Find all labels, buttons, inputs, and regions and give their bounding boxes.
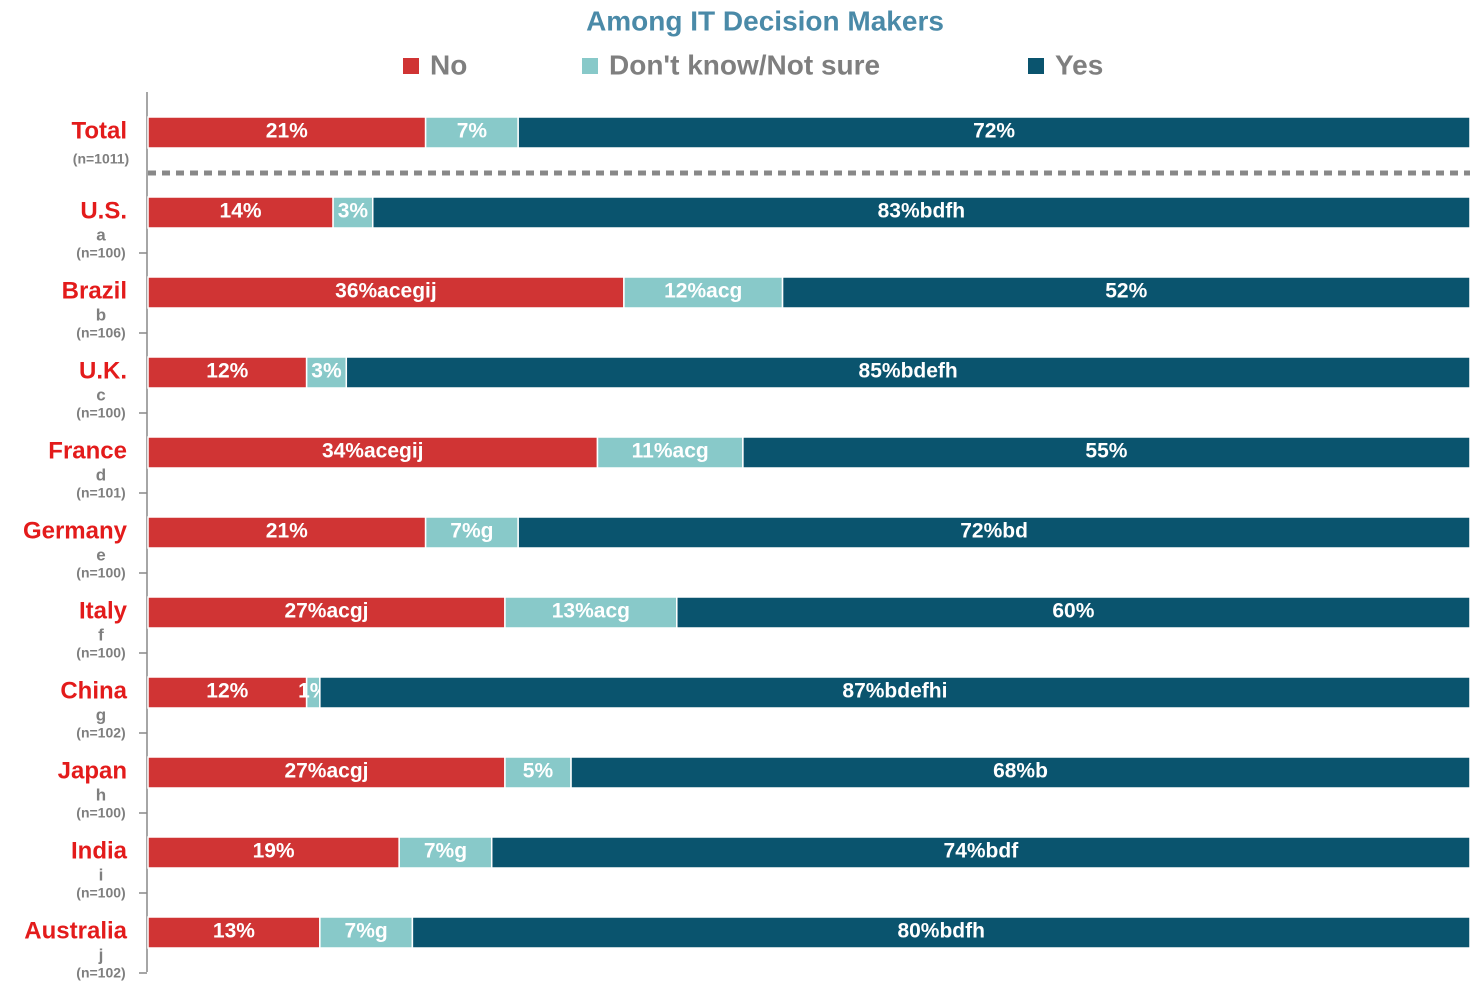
- category-label: U.K.: [79, 357, 127, 384]
- category-base: (n=102): [76, 725, 125, 741]
- value-label: 55%: [1085, 440, 1127, 463]
- bar-segment: [676, 596, 1470, 629]
- category-base: (n=100): [76, 245, 125, 261]
- value-label: 72%bd: [960, 520, 1028, 543]
- value-label: 85%bdefh: [859, 360, 958, 383]
- value-label: 13%: [213, 920, 255, 943]
- category-letter: f: [98, 625, 104, 644]
- category-base: (n=101): [76, 485, 125, 501]
- value-label: 27%acgj: [284, 760, 368, 783]
- bar-segment: [147, 836, 400, 869]
- bar-segment: [319, 676, 1470, 709]
- category-letter: d: [96, 465, 106, 484]
- category-base: (n=106): [76, 325, 125, 341]
- bar-segment: [398, 836, 493, 869]
- bar-segment: [504, 596, 678, 629]
- category-letter: g: [96, 705, 106, 724]
- value-label: 83%bdfh: [878, 200, 966, 223]
- value-label: 68%b: [993, 760, 1048, 783]
- category-label: Japan: [58, 757, 127, 784]
- category-label: Brazil: [62, 277, 127, 304]
- value-label: 74%bdf: [944, 840, 1020, 863]
- value-label: 19%: [253, 840, 295, 863]
- value-label: 7%g: [450, 520, 493, 543]
- category-base: (n=100): [76, 805, 125, 821]
- category-letter: b: [96, 305, 106, 324]
- bar-segment: [345, 356, 1470, 389]
- category-base: (n=1011): [73, 151, 129, 167]
- bar-segment: [490, 836, 1470, 869]
- bar-segment: [781, 276, 1470, 309]
- bar-segment: [319, 916, 414, 949]
- bar-segment: [424, 116, 519, 149]
- category-base: (n=100): [76, 405, 125, 421]
- category-letter: a: [96, 225, 106, 244]
- category-label: India: [71, 837, 128, 864]
- legend-swatch: [582, 58, 598, 74]
- category-label: Germany: [23, 517, 128, 544]
- value-label: 7%: [457, 120, 488, 143]
- value-label: 21%: [266, 120, 308, 143]
- value-label: 11%acg: [632, 440, 709, 463]
- value-label: 7%g: [424, 840, 467, 863]
- value-label: 21%: [266, 520, 308, 543]
- legend-label: Don't know/Not sure: [609, 49, 880, 80]
- value-label: 14%: [220, 200, 262, 223]
- value-label: 12%: [206, 680, 248, 703]
- category-letter: h: [96, 785, 106, 804]
- bar-segment: [147, 596, 506, 629]
- bar-segment: [570, 756, 1470, 789]
- bar-segment: [147, 196, 334, 229]
- value-label: 34%acegij: [322, 440, 424, 463]
- bar-segment: [371, 196, 1470, 229]
- category-base: (n=100): [76, 645, 125, 661]
- bar-segment: [305, 356, 348, 389]
- value-label: 3%: [311, 360, 342, 383]
- legend-swatch: [403, 58, 419, 74]
- bar-segment: [147, 436, 599, 469]
- legend-label: No: [430, 49, 467, 80]
- category-letter: j: [98, 945, 104, 964]
- category-label: Total: [71, 117, 127, 144]
- bar-segment: [147, 116, 427, 149]
- category-letter: e: [96, 545, 105, 564]
- value-label: 13%acg: [552, 600, 630, 623]
- value-label: 3%: [338, 200, 369, 223]
- chart-title: Among IT Decision Makers: [586, 5, 944, 36]
- bar-segment: [147, 676, 308, 709]
- value-label: 12%: [206, 360, 248, 383]
- category-label: France: [48, 437, 127, 464]
- value-label: 12%acg: [664, 280, 742, 303]
- category-label: Australia: [24, 917, 127, 944]
- category-letter: c: [96, 385, 105, 404]
- bar-segment: [147, 516, 427, 549]
- category-label: China: [60, 677, 127, 704]
- value-label: 60%: [1052, 600, 1094, 623]
- category-base: (n=100): [76, 885, 125, 901]
- value-label: 27%acgj: [284, 600, 368, 623]
- bar-segment: [147, 756, 506, 789]
- value-label: 52%: [1105, 280, 1147, 303]
- value-label: 87%bdefhi: [842, 680, 947, 703]
- category-label: U.S.: [80, 197, 127, 224]
- bar-segment: [517, 516, 1470, 549]
- value-label: 80%bdfh: [897, 920, 985, 943]
- category-base: (n=102): [76, 965, 125, 981]
- value-label: 5%: [523, 760, 554, 783]
- category-base: (n=100): [76, 565, 125, 581]
- bar-segment: [517, 116, 1470, 149]
- legend-label: Yes: [1055, 49, 1103, 80]
- value-label: 7%g: [345, 920, 388, 943]
- category-label: Italy: [79, 597, 128, 624]
- bar-segment: [411, 916, 1470, 949]
- bar-segment: [147, 276, 625, 309]
- bar-segment: [742, 436, 1470, 469]
- category-letter: i: [99, 865, 104, 884]
- value-label: 72%: [973, 120, 1015, 143]
- legend-swatch: [1028, 58, 1044, 74]
- value-label: 36%acegij: [335, 280, 437, 303]
